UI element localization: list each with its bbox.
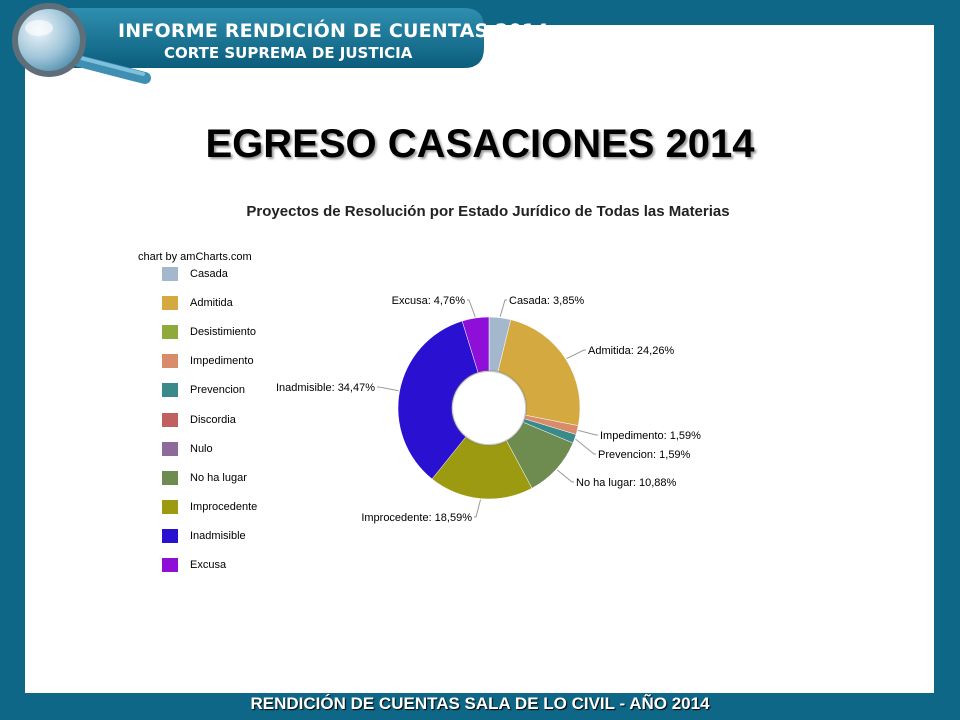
legend-label: Casada (190, 268, 228, 280)
footer-text: RENDICIÓN DE CUENTAS SALA DE LO CIVIL - … (250, 694, 710, 713)
legend-swatch (162, 529, 178, 543)
slice-leader-line (578, 429, 598, 436)
slice-leader-line (566, 349, 586, 360)
slice-label: Admitida: 24,26% (588, 345, 674, 357)
legend-swatch (162, 383, 178, 397)
legend-label: No ha lugar (190, 472, 247, 484)
slice-label: Impedimento: 1,59% (600, 430, 701, 442)
legend-label: Nulo (190, 443, 213, 455)
legend-swatch (162, 500, 178, 514)
magnifier-icon (12, 3, 151, 84)
legend-label: Excusa (190, 559, 227, 571)
slice-label: Inadmisible: 34,47% (276, 382, 375, 394)
legend-swatch (162, 442, 178, 456)
legend-swatch (162, 413, 178, 427)
banner-title: INFORME RENDICIÓN DE CUENTAS 2014 (118, 20, 549, 42)
legend-swatch (162, 471, 178, 485)
legend-label: Desistimiento (190, 326, 257, 338)
legend-label: Prevencion (190, 384, 246, 396)
legend-label: Discordia (190, 414, 236, 426)
legend-swatch (162, 267, 178, 281)
legend-label: Improcedente (190, 501, 258, 513)
slice-label: Casada: 3,85% (509, 295, 584, 307)
legend-label: Admitida (190, 297, 233, 309)
legend-swatch (162, 296, 178, 310)
slice-label: Prevencion: 1,59% (598, 449, 691, 461)
page-title: EGRESO CASACIONES 2014 (205, 122, 755, 166)
legend-label: Impedimento (190, 355, 254, 367)
legend-swatch (162, 354, 178, 368)
slice-label: No ha lugar: 10,88% (576, 477, 677, 489)
slice-leader-line (377, 386, 399, 392)
slice-leader-line (467, 299, 476, 318)
slice-label: Improcedente: 18,59% (361, 512, 472, 524)
slice-leader-line (474, 499, 481, 518)
header-banner: INFORME RENDICIÓN DE CUENTAS 2014 CORTE … (60, 8, 549, 68)
legend-swatch (162, 325, 178, 339)
slice-leader-line (556, 469, 574, 483)
banner-shape (60, 8, 484, 68)
slice-leader-line (499, 299, 507, 317)
banner-subtitle: CORTE SUPREMA DE JUSTICIA (164, 44, 413, 62)
donut-hole (451, 370, 527, 446)
chart-credit-link[interactable]: chart by amCharts.com (138, 251, 252, 263)
legend-swatch (162, 558, 178, 572)
chart-title: Proyectos de Resolución por Estado Juríd… (246, 203, 730, 220)
legend-label: Inadmisible (190, 530, 246, 542)
slice-leader-line (575, 438, 596, 455)
slice-label: Excusa: 4,76% (392, 295, 466, 307)
